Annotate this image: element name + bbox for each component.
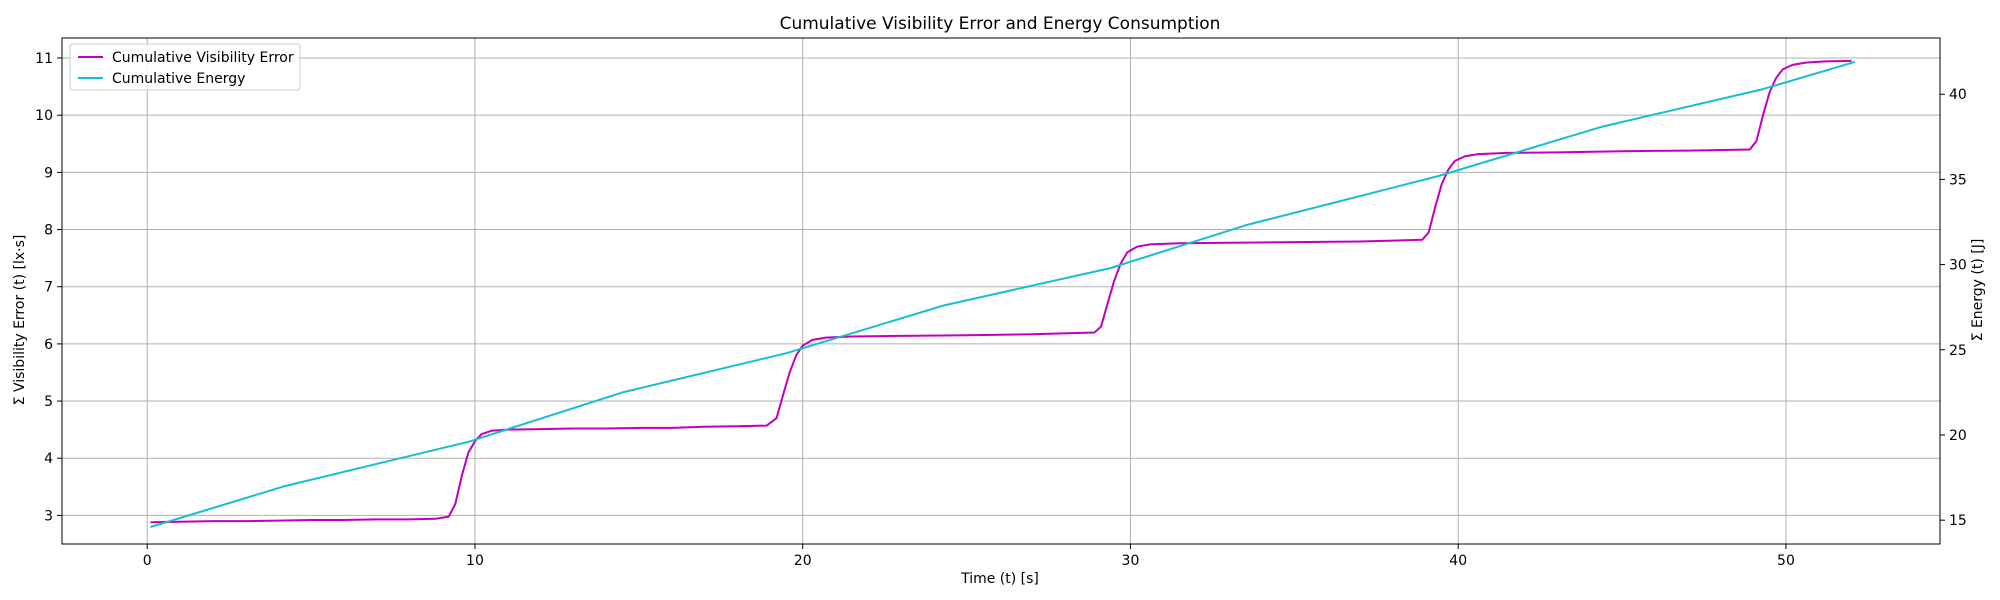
right-y-tick-label: 20	[1949, 428, 1967, 444]
plot-frame	[61, 37, 1941, 545]
left-y-tick-label: 4	[44, 451, 53, 467]
x-tick-label: 0	[143, 553, 152, 569]
left-y-tick-label: 9	[44, 165, 53, 181]
right-y-tick-label: 15	[1949, 513, 1967, 529]
x-tick-label: 20	[794, 553, 812, 569]
x-tick-label: 10	[466, 553, 484, 569]
right-y-tick-label: 35	[1949, 172, 1967, 188]
x-tick-label: 50	[1777, 553, 1795, 569]
right-y-tick-label: 40	[1949, 87, 1967, 103]
left-y-tick-label: 7	[44, 280, 53, 296]
right-y-tick-label: 30	[1949, 258, 1967, 274]
x-axis-ticks: 0 10 20 30 40 50	[143, 544, 1795, 569]
left-y-tick-label: 6	[44, 337, 53, 353]
right-y-axis-ticks: 15 20 25 30 35 40	[1940, 87, 1967, 529]
x-axis-label: Time (t) [s]	[960, 571, 1039, 587]
right-y-axis-label: Σ Energy (t) [J]	[1970, 239, 1986, 342]
left-y-axis-ticks: 3 4 5 6 7 8 9 10 11	[35, 51, 62, 524]
series-line-energy	[150, 60, 1856, 528]
series-line-visibility-error	[150, 59, 1852, 524]
left-y-axis-label: Σ Visibility Error (t) [lx·s]	[12, 235, 28, 406]
right-y-tick-label: 25	[1949, 343, 1967, 359]
x-tick-label: 40	[1449, 553, 1467, 569]
left-y-tick-label: 11	[35, 51, 53, 67]
legend-box	[69, 43, 301, 91]
left-y-tick-label: 5	[44, 394, 53, 410]
x-tick-label: 30	[1122, 553, 1140, 569]
legend-label-energy: Cumulative Energy	[112, 71, 245, 87]
grid	[62, 38, 1940, 544]
left-y-tick-label: 10	[35, 108, 53, 124]
left-y-tick-label: 8	[44, 223, 53, 239]
legend-label-visibility: Cumulative Visibility Error	[112, 50, 294, 66]
left-y-tick-label: 3	[44, 508, 53, 524]
series-layer	[150, 59, 1856, 528]
legend: Cumulative Visibility Error Cumulative E…	[69, 43, 301, 91]
chart-title: Cumulative Visibility Error and Energy C…	[780, 14, 1221, 34]
